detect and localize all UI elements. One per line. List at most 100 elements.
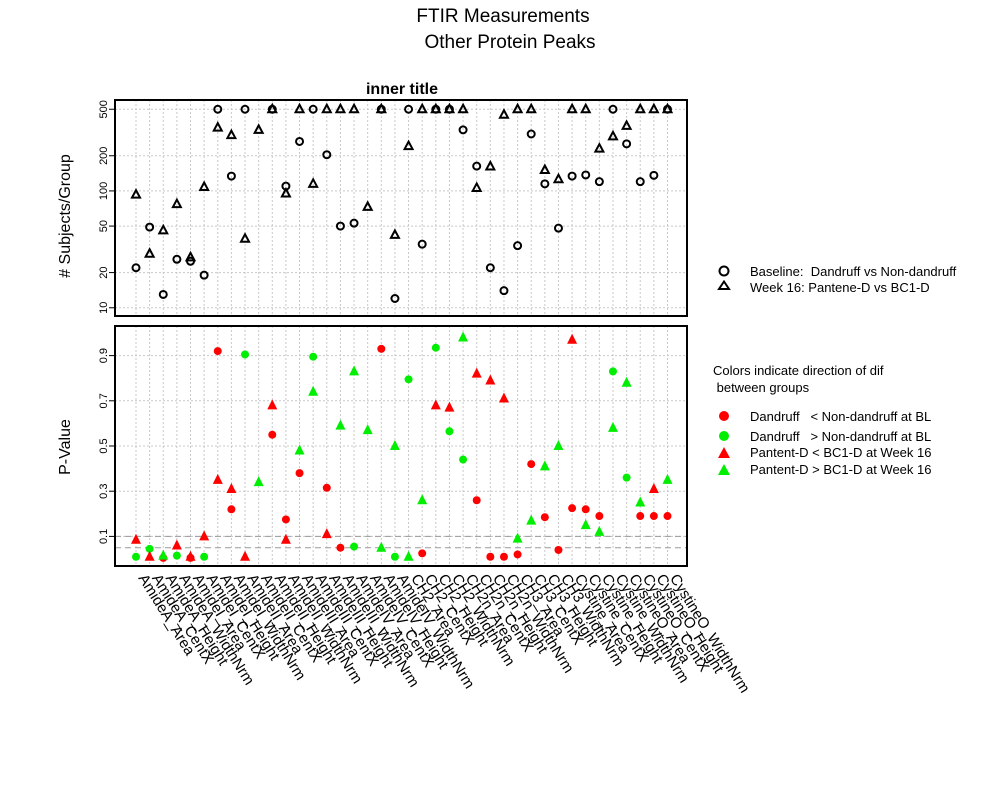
circle-point (213, 104, 223, 114)
y-tick-label: 0.7 (98, 393, 110, 408)
circle-point (622, 473, 631, 482)
triangle-point (389, 228, 401, 239)
bottom-points (131, 331, 673, 562)
y-tick-label: 0.1 (98, 529, 110, 544)
top-panel-title: inner title (366, 81, 438, 98)
triangle-point (335, 419, 346, 430)
triangle-point (484, 159, 497, 171)
triangle-point (634, 102, 646, 114)
bottom-grid (115, 326, 687, 566)
circle-point (540, 179, 550, 189)
circle-point (131, 263, 141, 273)
circle-point (308, 104, 318, 114)
triangle-point (552, 172, 565, 184)
triangle-point (158, 549, 169, 560)
triangle-point (185, 550, 196, 561)
circle-point (486, 552, 495, 561)
triangle-point (252, 123, 265, 134)
x-tick-labels: AmideA_AreaAmideA_CentXAmideA_HeightAmid… (135, 571, 753, 696)
triangle-point (402, 139, 415, 151)
triangle-point (594, 525, 605, 536)
triangle-point (620, 119, 633, 130)
triangle-point (171, 539, 182, 550)
top-panel: inner title # Subjects/Group 10 20 50 100 20… (57, 81, 688, 317)
circle-point (608, 367, 617, 376)
circle-point (459, 455, 468, 464)
triangle-point (130, 187, 142, 199)
circle-point (145, 544, 154, 553)
circle-point (227, 505, 236, 514)
triangle-point (648, 102, 660, 114)
triangle-point (553, 440, 564, 450)
bottom-reference-lines (115, 535, 687, 549)
circle-point (322, 483, 331, 492)
y-tick-label: 500 (98, 100, 110, 118)
circle-point (581, 170, 591, 180)
triangle-point (308, 385, 319, 396)
circle-point (418, 549, 427, 558)
triangle-point (566, 102, 578, 114)
triangle-point (607, 129, 619, 141)
legend-triangle-icon (717, 279, 731, 290)
triangle-point (157, 223, 169, 235)
triangle-point (593, 142, 606, 153)
legend-red-circle-icon (719, 411, 729, 421)
triangle-point (526, 514, 537, 525)
legend-pantene-greater-label: Pantent-D > BC1-D at Week 16 (750, 462, 932, 477)
triangle-point (485, 374, 496, 385)
circle-point (526, 129, 536, 139)
triangle-point (498, 108, 510, 119)
triangle-point (416, 102, 428, 114)
triangle-point (648, 482, 659, 493)
triangle-point (443, 102, 456, 114)
triangle-point (240, 550, 251, 561)
circle-point (158, 289, 168, 299)
circle-point (349, 218, 359, 228)
circle-point (540, 513, 549, 522)
triangle-point (471, 367, 482, 378)
triangle-point (403, 550, 414, 561)
legend-green-circle-icon (719, 431, 729, 441)
triangle-point (580, 102, 592, 114)
circle-point (404, 375, 413, 384)
triangle-point (376, 541, 387, 552)
triangle-point (539, 163, 551, 175)
circle-point (472, 161, 482, 171)
circle-point (513, 241, 523, 251)
circle-point (513, 550, 522, 559)
circle-point (295, 136, 305, 146)
triangle-point (362, 200, 374, 211)
triangle-point (444, 401, 455, 412)
circle-point (213, 347, 222, 356)
triangle-point (266, 102, 278, 114)
triangle-point (525, 102, 537, 114)
triangle-point (471, 181, 483, 192)
circle-point (199, 270, 209, 280)
circle-point (636, 512, 645, 521)
circle-point (350, 542, 359, 551)
y-tick-label: 10 (98, 302, 110, 314)
legend-dandruff-less-label: Dandruff < Non-dandruff at BL (750, 409, 931, 424)
triangle-point (635, 496, 646, 507)
circle-point (472, 496, 481, 505)
bottom-plot-frame (114, 325, 688, 567)
y-tick-label: 20 (98, 266, 110, 278)
triangle-point (349, 365, 360, 376)
bottom-y-ticks: 0.1 0.3 0.5 0.7 0.9 (98, 348, 115, 544)
triangle-point (131, 533, 141, 544)
triangle-point (307, 177, 319, 188)
triangle-point (334, 102, 347, 114)
circle-point (172, 254, 182, 264)
circle-point (649, 170, 659, 180)
circle-point (567, 171, 577, 181)
circle-point (649, 512, 658, 521)
triangle-point (239, 232, 251, 243)
triangle-point (212, 473, 223, 484)
triangle-point (293, 102, 306, 114)
circle-point (390, 552, 399, 561)
circle-point (431, 343, 440, 352)
y-tick-label: 0.9 (98, 348, 110, 363)
triangle-point (225, 128, 238, 140)
circle-point (226, 171, 236, 181)
circle-point (581, 505, 590, 514)
